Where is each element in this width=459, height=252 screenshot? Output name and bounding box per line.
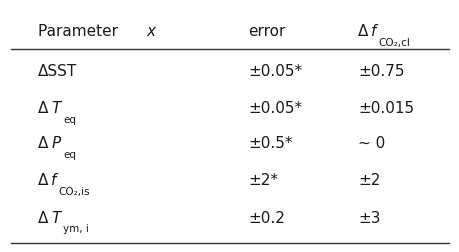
Text: P: P [51,136,61,151]
Text: Δ: Δ [38,101,48,116]
Text: ±0.05*: ±0.05* [248,64,302,79]
Text: Δ: Δ [38,173,48,188]
Text: Δ: Δ [38,136,48,151]
Text: ±0.5*: ±0.5* [248,136,292,151]
Text: ±0.75: ±0.75 [357,64,403,79]
Text: error: error [248,24,285,39]
Text: Parameter: Parameter [38,24,123,39]
Text: Δ: Δ [357,24,368,39]
Text: ~ 0: ~ 0 [357,136,385,151]
Text: eq: eq [63,115,76,125]
Text: ±0.015: ±0.015 [357,101,413,116]
Text: f: f [51,173,56,188]
Text: T: T [51,101,61,116]
Text: ±0.05*: ±0.05* [248,101,302,116]
Text: ±3: ±3 [357,211,380,226]
Text: T: T [51,211,61,226]
Text: CO₂,cl: CO₂,cl [377,38,409,48]
Text: ±2*: ±2* [248,173,278,188]
Text: ±2: ±2 [357,173,380,188]
Text: f: f [370,24,376,39]
Text: CO₂,is: CO₂,is [58,187,90,197]
Text: Δ: Δ [38,211,48,226]
Text: x: x [146,24,156,39]
Text: ΔSST: ΔSST [38,64,77,79]
Text: eq: eq [63,150,76,160]
Text: ±0.2: ±0.2 [248,211,285,226]
Text: ym, i: ym, i [63,225,89,234]
